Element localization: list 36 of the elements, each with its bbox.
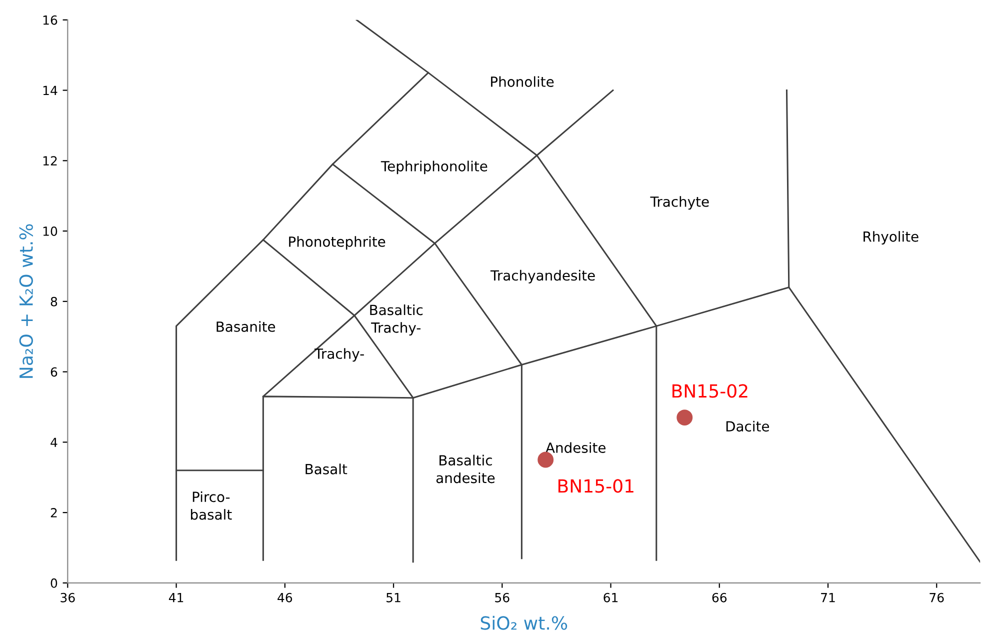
y-tick-label: 12 <box>43 156 57 166</box>
annotation: Basaltic andesite <box>436 454 495 484</box>
annotation: Basanite <box>216 321 276 332</box>
annotation: Basaltic Trachy- <box>370 304 423 336</box>
y-axis-title: Na₂O + K₂O wt.% <box>19 224 33 378</box>
y-tick-label: 10 <box>43 226 58 236</box>
x-tick-label: 61 <box>604 592 618 602</box>
series-label: BN15-01 <box>558 479 634 493</box>
y-tick-label: 16 <box>43 15 58 25</box>
annotation: Rhyolite <box>864 231 918 245</box>
x-tick-label: 41 <box>168 593 184 602</box>
x-tick-label: 71 <box>821 593 835 602</box>
annotation: Trachy- <box>314 348 364 362</box>
series-label: BN15-02 <box>672 384 748 398</box>
annotation: Trachyte <box>650 196 709 210</box>
annotation: Pirco- basalt <box>190 491 232 520</box>
annotation: Tephriphonolite <box>380 160 488 174</box>
x-tick-label: 56 <box>495 592 510 602</box>
annotation: Phonolite <box>491 76 554 87</box>
annotation: Andesite <box>546 442 606 453</box>
annotation: Phonotephrite <box>289 236 386 250</box>
annotation: Dacite <box>726 420 770 432</box>
x-tick-label: 66 <box>712 592 727 602</box>
y-tick-label: 4 <box>50 438 58 447</box>
y-tick-label: 0 <box>50 578 58 588</box>
x-tick-label: 76 <box>930 592 944 602</box>
y-tick-label: 14 <box>43 86 58 96</box>
x-tick-label: 36 <box>60 592 75 602</box>
y-tick-label: 6 <box>50 367 58 377</box>
annotation: Trachyandesite <box>490 270 595 284</box>
y-tick-label: 2 <box>50 508 57 518</box>
x-tick-label: 51 <box>386 593 400 602</box>
x-tick-label: 46 <box>278 592 292 602</box>
y-tick-label: 8 <box>50 296 58 306</box>
annotation: Basalt <box>306 464 348 474</box>
x-axis-title: SiO₂ wt.% <box>480 616 568 630</box>
